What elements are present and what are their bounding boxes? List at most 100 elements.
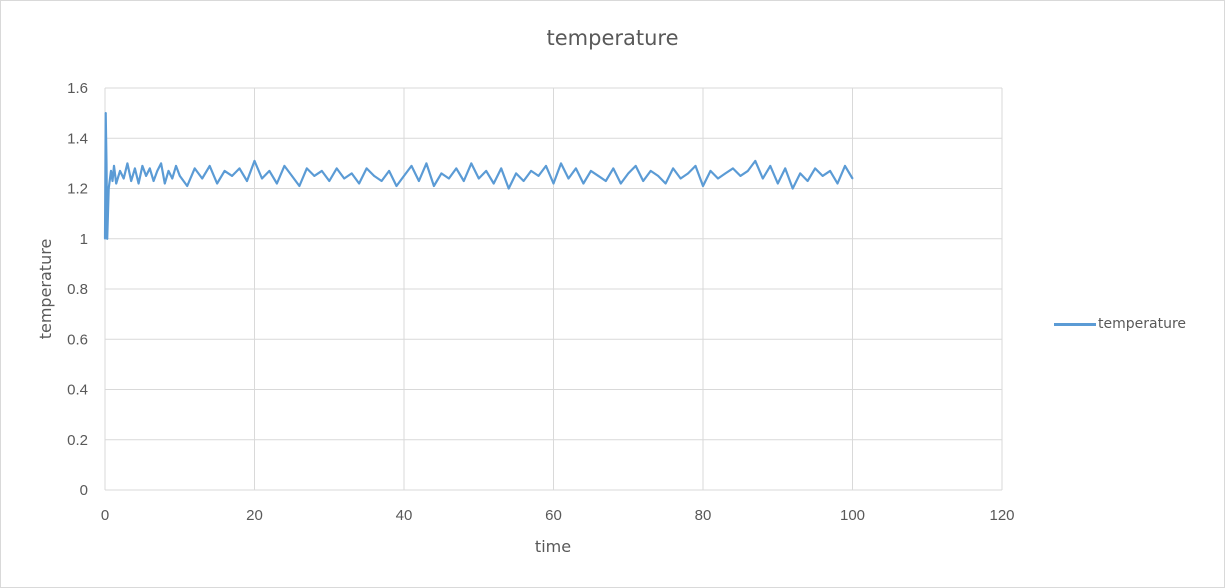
data-point — [186, 185, 189, 187]
chart-title: temperature — [546, 26, 679, 50]
data-point — [216, 182, 219, 185]
data-point — [477, 177, 480, 180]
data-point — [844, 164, 846, 167]
data-point — [462, 180, 465, 182]
data-point — [365, 167, 368, 170]
data-point — [657, 175, 660, 177]
data-point — [268, 170, 271, 172]
y-tick-label: 1.4 — [67, 130, 88, 147]
legend-swatch — [1054, 322, 1096, 326]
legend-label: temperature — [1098, 316, 1186, 332]
data-point — [122, 177, 125, 180]
y-tick-label: 1 — [80, 231, 88, 248]
data-point — [126, 162, 129, 165]
data-point — [156, 170, 159, 172]
y-tick-label: 1.2 — [67, 181, 88, 198]
y-tick-label: 0.4 — [67, 382, 88, 399]
data-point — [836, 182, 839, 185]
x-tick-label: 0 — [101, 507, 109, 524]
data-point — [604, 180, 607, 182]
y-tick-label: 0.8 — [67, 281, 88, 298]
data-point — [761, 177, 764, 180]
data-point — [104, 112, 107, 115]
data-point — [313, 175, 316, 177]
data-point — [567, 177, 570, 180]
data-point — [769, 164, 772, 167]
gridlines — [104, 87, 1003, 491]
data-point — [522, 180, 525, 182]
data-point — [545, 164, 547, 167]
data-point — [530, 170, 532, 172]
series-group — [103, 111, 854, 240]
data-point — [298, 185, 301, 187]
data-point — [119, 170, 121, 172]
data-point — [672, 167, 674, 170]
data-point — [276, 182, 278, 185]
data-point — [709, 170, 712, 172]
data-point — [178, 175, 181, 177]
data-point — [111, 180, 114, 182]
data-point — [283, 164, 286, 167]
data-point — [335, 167, 338, 170]
y-tick-label: 0.2 — [67, 432, 88, 449]
data-point — [418, 180, 420, 182]
data-point — [732, 167, 734, 170]
data-point — [597, 175, 600, 177]
data-point — [320, 170, 323, 172]
data-point — [560, 162, 562, 165]
data-point — [694, 164, 697, 167]
data-point — [290, 175, 293, 177]
data-point — [746, 170, 749, 172]
data-point — [388, 170, 390, 172]
data-point — [305, 167, 308, 170]
x-tick-label: 80 — [695, 507, 712, 524]
data-point — [163, 182, 166, 185]
data-point — [515, 172, 518, 175]
data-point — [343, 177, 346, 180]
data-point — [106, 237, 109, 240]
data-point — [253, 159, 256, 162]
data-point — [145, 175, 148, 177]
data-point — [110, 170, 112, 172]
data-point — [575, 167, 577, 170]
data-point — [175, 164, 177, 167]
data-point — [799, 172, 802, 175]
data-point — [791, 187, 794, 190]
data-point — [148, 167, 151, 170]
data-point — [113, 164, 115, 167]
x-tick-label: 60 — [545, 507, 562, 524]
data-point — [784, 167, 787, 170]
data-point — [589, 170, 592, 172]
data-point — [552, 182, 555, 185]
x-tick-label: 20 — [246, 507, 263, 524]
data-point — [395, 185, 398, 187]
x-axis-ticks: 0 20 40 60 80 100 120 — [101, 507, 1015, 524]
data-point — [134, 167, 136, 170]
data-point — [754, 159, 757, 162]
data-point — [829, 170, 831, 172]
y-tick-label: 0 — [80, 482, 88, 499]
data-point — [440, 172, 443, 175]
data-point — [433, 185, 435, 187]
data-point — [104, 237, 106, 240]
series-line-temperature — [103, 111, 854, 240]
y-axis-title: temperature — [36, 239, 55, 340]
data-point — [717, 177, 719, 180]
data-point — [373, 175, 375, 177]
data-point — [246, 180, 248, 182]
data-point — [724, 172, 727, 175]
data-point — [171, 177, 174, 180]
data-point — [403, 175, 405, 177]
data-point — [193, 167, 196, 170]
data-point — [141, 164, 144, 167]
data-point — [380, 180, 383, 182]
data-point — [105, 162, 108, 165]
data-point — [115, 182, 118, 185]
data-point — [201, 177, 204, 180]
data-point — [470, 162, 473, 165]
data-point — [612, 167, 615, 170]
data-point — [537, 175, 540, 177]
data-point — [679, 177, 682, 180]
x-tick-label: 40 — [396, 507, 413, 524]
